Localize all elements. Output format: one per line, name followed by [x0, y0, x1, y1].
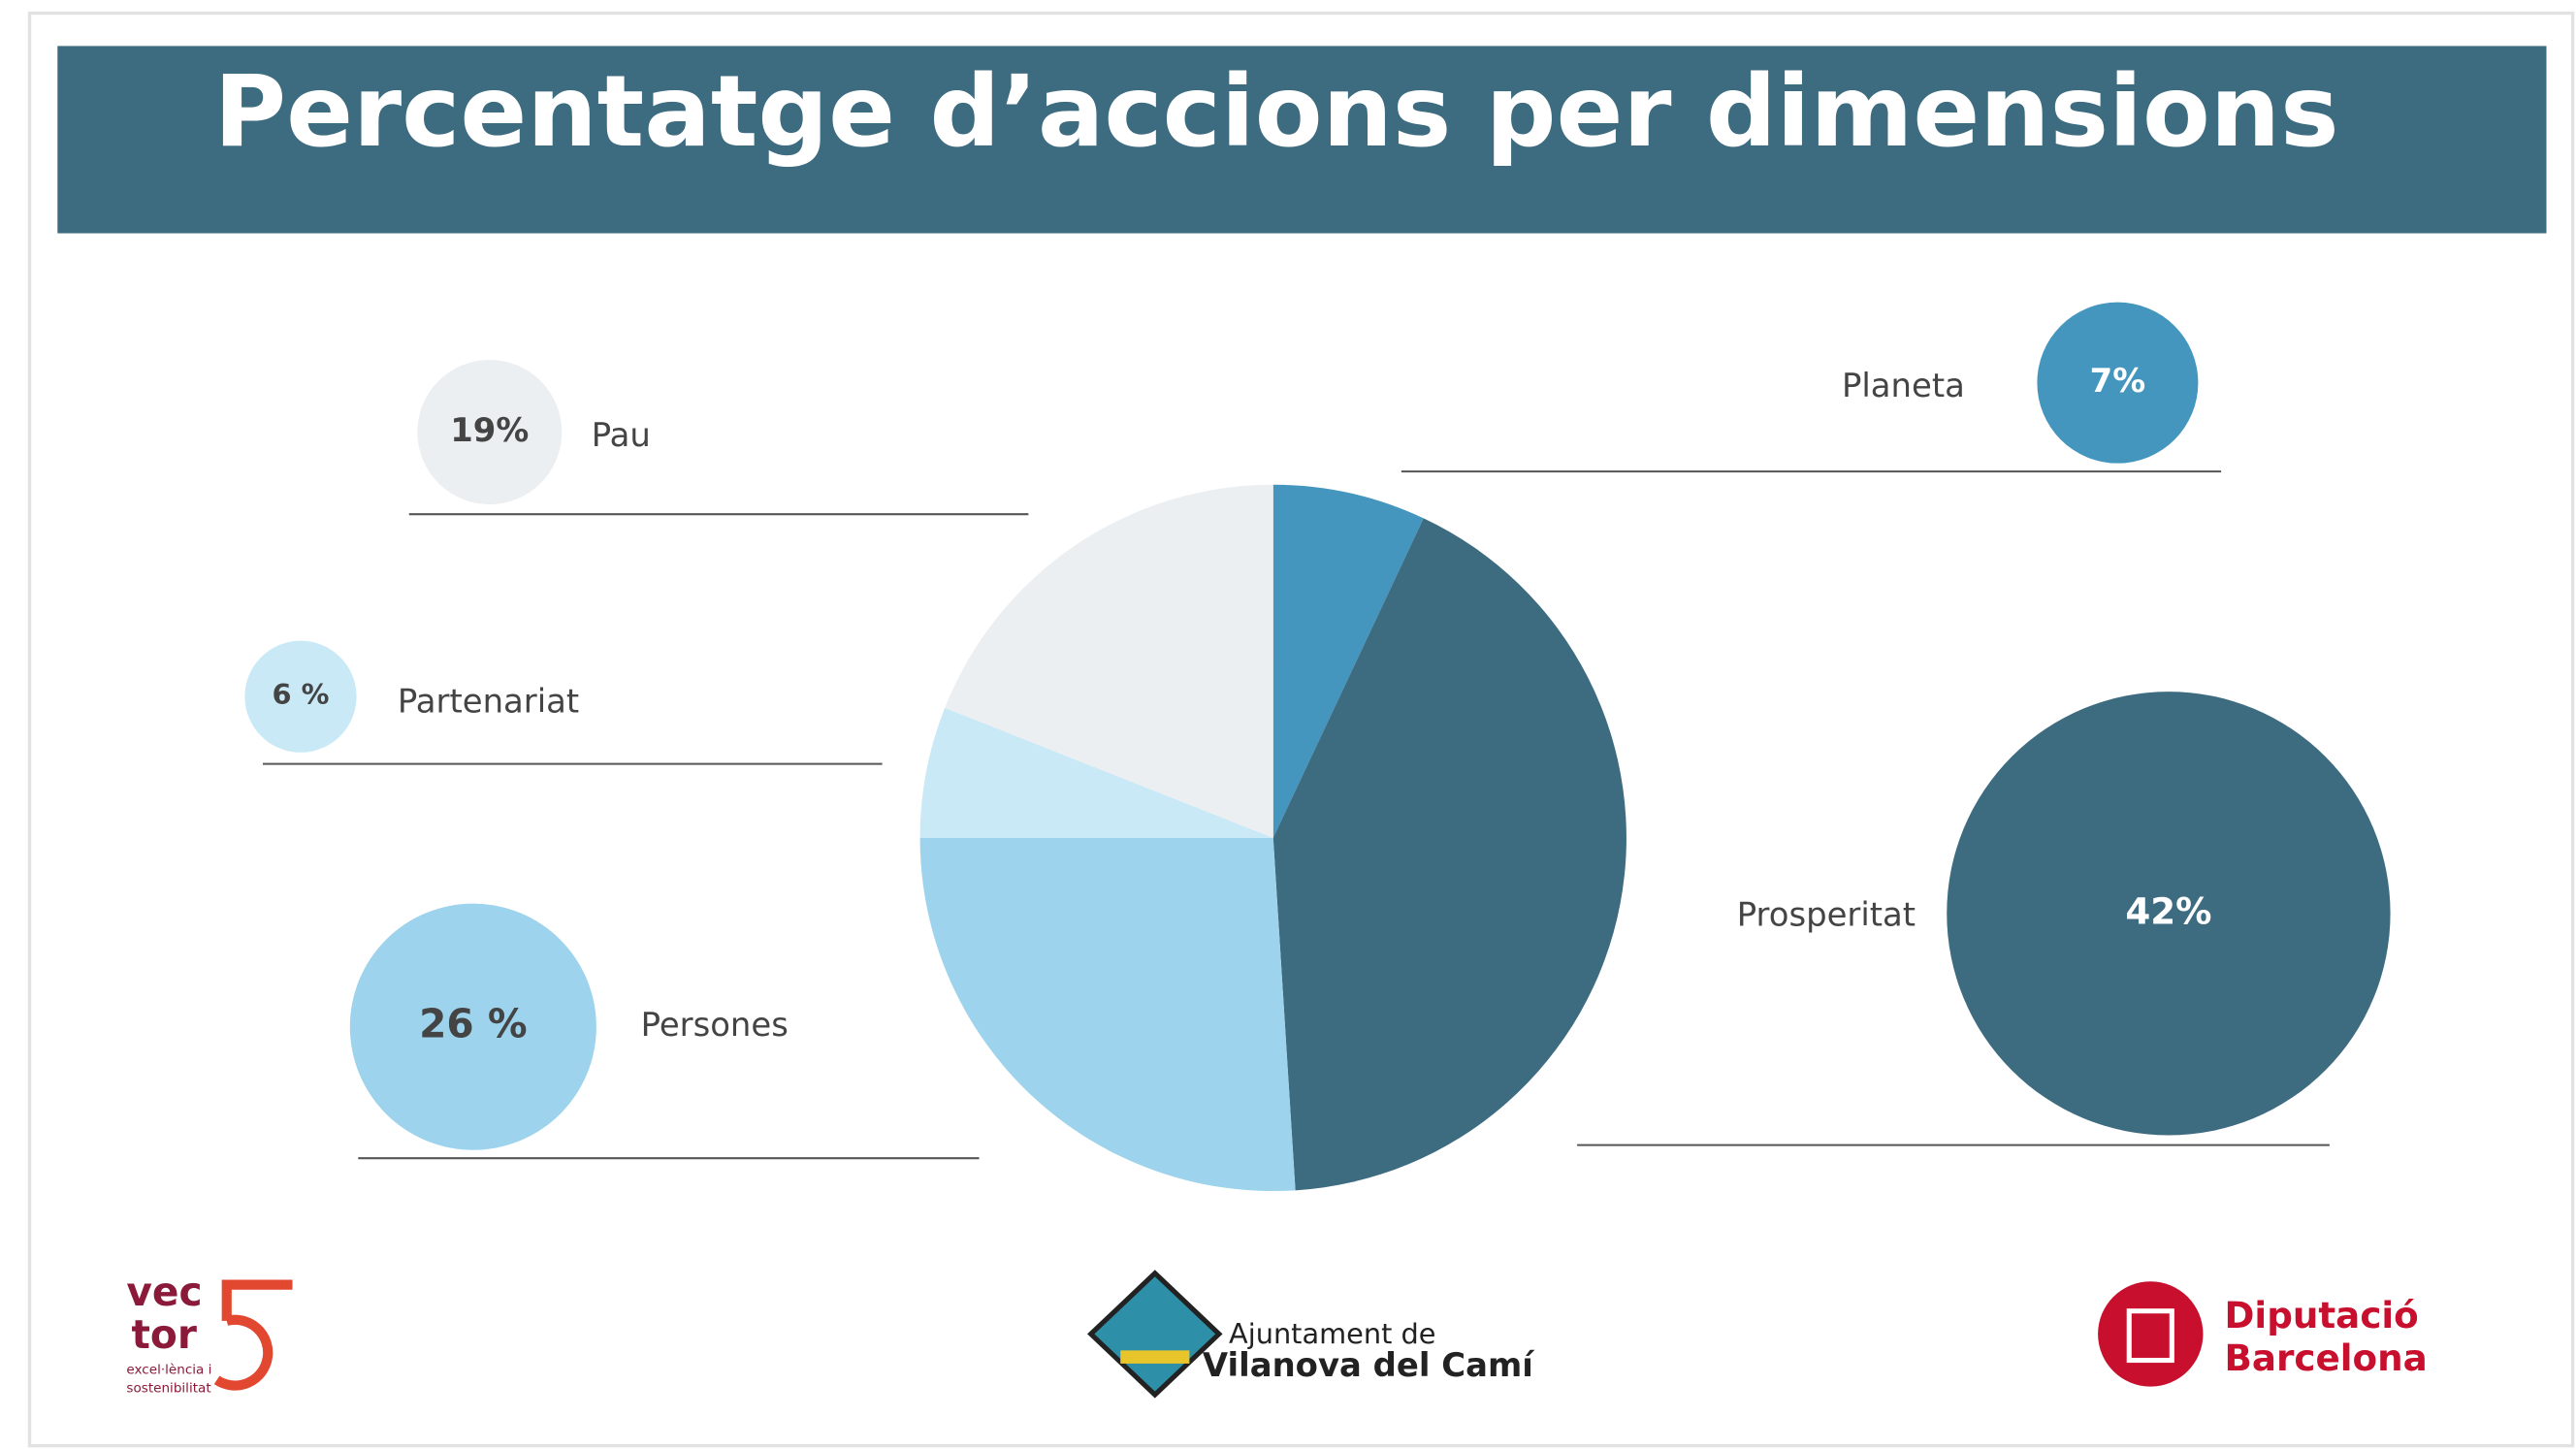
diputacio-logo: Diputació Barcelona	[2098, 1281, 2428, 1387]
logo-text: vec	[126, 1269, 202, 1315]
vector-logo: vec tor excel·lència i sostenibilitat	[126, 1269, 293, 1396]
category-label: Pau	[592, 416, 651, 454]
logo-text: excel·lència i	[126, 1363, 211, 1378]
logo-mark	[213, 1279, 293, 1391]
category-label: Partenariat	[398, 682, 579, 720]
chart-title: Percentatge d’accions per dimensions	[214, 54, 2339, 169]
title-banner	[57, 46, 2547, 234]
logo-mark	[1087, 1270, 1223, 1399]
logo-mark	[2098, 1281, 2204, 1387]
value-bubble	[2037, 302, 2199, 464]
category-label: Planeta	[1842, 367, 1965, 404]
pie-slice	[1272, 518, 1626, 1191]
value-bubble	[417, 359, 563, 505]
pie-slice	[919, 837, 1296, 1192]
logo-text: tor	[132, 1311, 197, 1358]
logo-text: sostenibilitat	[126, 1380, 210, 1396]
value-label: 42%	[2125, 889, 2211, 932]
logo-text: Diputació	[2225, 1294, 2419, 1336]
logo-text: Ajuntament de	[1229, 1317, 1435, 1350]
category-label: Persones	[641, 1006, 789, 1044]
value-label: 6 %	[273, 678, 330, 711]
logo-mark	[2126, 1308, 2174, 1364]
value-bubble	[1947, 692, 2391, 1136]
value-label: 26 %	[419, 1001, 527, 1047]
logo-text: Barcelona	[2225, 1336, 2428, 1379]
value-bubble	[244, 640, 357, 753]
ajuntament-logo: Ajuntament de Vilanova del Camí	[1087, 1270, 1535, 1399]
logo-mark	[1120, 1350, 1190, 1364]
pie-slice	[945, 484, 1273, 838]
pie-slice	[919, 707, 1273, 838]
pie-slice	[1272, 484, 1424, 838]
value-bubble	[349, 903, 596, 1150]
category-label: Prosperitat	[1737, 896, 1916, 934]
logo-text: Vilanova del Camí	[1203, 1346, 1535, 1384]
value-label: 19%	[450, 411, 529, 449]
value-label: 7%	[2090, 362, 2146, 400]
